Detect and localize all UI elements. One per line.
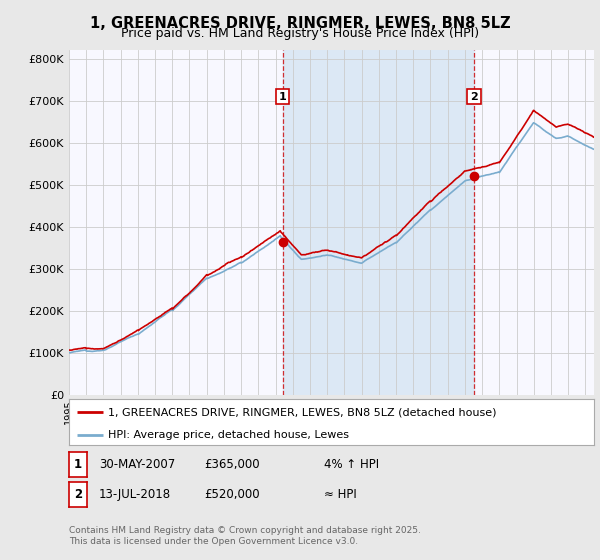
Text: 30-MAY-2007: 30-MAY-2007 <box>99 458 175 472</box>
Text: 13-JUL-2018: 13-JUL-2018 <box>99 488 171 501</box>
Text: £520,000: £520,000 <box>204 488 260 501</box>
Text: 2: 2 <box>74 488 82 501</box>
Text: 1: 1 <box>74 458 82 472</box>
Text: ≈ HPI: ≈ HPI <box>324 488 357 501</box>
Bar <box>283 50 474 395</box>
Text: Contains HM Land Registry data © Crown copyright and database right 2025.
This d: Contains HM Land Registry data © Crown c… <box>69 526 421 546</box>
Text: 1, GREENACRES DRIVE, RINGMER, LEWES, BN8 5LZ: 1, GREENACRES DRIVE, RINGMER, LEWES, BN8… <box>89 16 511 31</box>
Text: 1: 1 <box>279 92 286 101</box>
Text: Price paid vs. HM Land Registry's House Price Index (HPI): Price paid vs. HM Land Registry's House … <box>121 27 479 40</box>
Text: 4% ↑ HPI: 4% ↑ HPI <box>324 458 379 472</box>
Text: 1, GREENACRES DRIVE, RINGMER, LEWES, BN8 5LZ (detached house): 1, GREENACRES DRIVE, RINGMER, LEWES, BN8… <box>109 407 497 417</box>
Text: 2: 2 <box>470 92 478 101</box>
Text: £365,000: £365,000 <box>204 458 260 472</box>
Text: HPI: Average price, detached house, Lewes: HPI: Average price, detached house, Lewe… <box>109 430 349 440</box>
